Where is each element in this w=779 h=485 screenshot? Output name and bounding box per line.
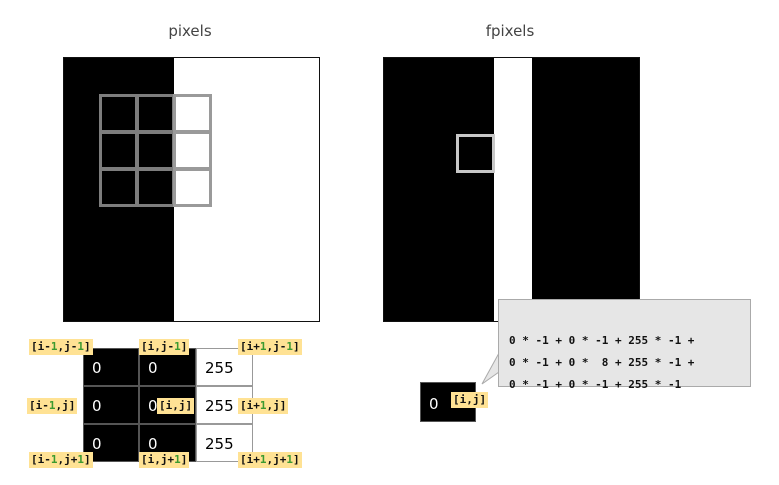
label-number: 1 xyxy=(50,453,58,466)
label-mid-left: [i-1,j] xyxy=(27,398,78,414)
label-number: 1 xyxy=(174,340,181,353)
kernel-cell xyxy=(99,131,138,170)
kernel-cell xyxy=(136,94,175,133)
kernel-cell xyxy=(136,168,175,207)
label-text: [i+ xyxy=(240,340,260,353)
label-number: 1 xyxy=(77,340,84,353)
equation-line: 0 * -1 + 0 * 8 + 255 * -1 + xyxy=(509,356,695,369)
label-text: ] xyxy=(84,340,91,353)
label-number: 1 xyxy=(50,340,58,353)
label-number: 1 xyxy=(259,399,267,412)
label-text: [i- xyxy=(29,399,49,412)
pixels-image xyxy=(63,57,320,322)
kernel-cell xyxy=(99,94,138,133)
label-text: ] xyxy=(293,453,300,466)
label-text: ,j- xyxy=(57,340,78,353)
label-text: ,j] xyxy=(55,399,76,412)
label-bottom-left: [i-1,j+1] xyxy=(29,452,93,468)
label-text: ] xyxy=(293,340,300,353)
grid-cell: 255 xyxy=(196,348,253,386)
label-number: 1 xyxy=(259,340,267,353)
label-number: 1 xyxy=(286,340,293,353)
label-text: [i+ xyxy=(240,399,260,412)
computation-callout: 0 * -1 + 0 * -1 + 255 * -1 + 0 * -1 + 0 *… xyxy=(498,299,751,391)
label-top-mid: [i,j-1] xyxy=(139,339,190,355)
black-region xyxy=(64,58,174,321)
label-text: [i- xyxy=(31,453,51,466)
label-text: ] xyxy=(180,453,188,466)
label-top-right: [i+1,j-1] xyxy=(238,339,302,355)
output-pixel-label: [i,j] xyxy=(451,392,489,408)
label-text: [i,j- xyxy=(141,340,175,353)
kernel-cell xyxy=(173,94,212,133)
label-number: 1 xyxy=(77,453,84,466)
output-pixel-highlight xyxy=(456,134,495,173)
label-text: ] xyxy=(180,340,188,353)
kernel-cell xyxy=(173,131,212,170)
black-region-right xyxy=(532,58,639,321)
fpixels-title: fpixels xyxy=(485,22,535,40)
label-text: [i,j+ xyxy=(141,453,175,466)
callout-pointer-seam xyxy=(499,355,502,377)
label-number: 1 xyxy=(48,399,56,412)
kernel-cell xyxy=(136,131,175,170)
label-bottom-mid: [i,j+1] xyxy=(139,452,190,468)
label-text: ,j+ xyxy=(57,453,78,466)
fpixels-image xyxy=(383,57,640,322)
black-region-left xyxy=(384,58,494,321)
label-text: ,j] xyxy=(266,399,287,412)
label-top-left: [i-1,j-1] xyxy=(29,339,93,355)
grid-cell: 0 xyxy=(83,386,139,424)
pixels-title: pixels xyxy=(168,22,212,40)
equation-line: 0 * -1 + 0 * -1 + 255 * -1 + xyxy=(509,334,695,347)
label-bottom-right: [i+1,j+1] xyxy=(238,452,302,468)
label-number: 1 xyxy=(286,453,293,466)
equation-line: 0 * -1 + 0 * -1 + 255 * -1 xyxy=(509,378,682,391)
label-center: [i,j] xyxy=(157,398,195,414)
label-mid-right: [i+1,j] xyxy=(238,398,289,414)
label-text: ,j+ xyxy=(266,453,287,466)
label-number: 1 xyxy=(259,453,267,466)
label-text: [i- xyxy=(31,340,51,353)
label-text: ] xyxy=(84,453,91,466)
label-number: 1 xyxy=(174,453,181,466)
kernel-cell xyxy=(99,168,138,207)
label-text: [i+ xyxy=(240,453,260,466)
kernel-cell xyxy=(173,168,212,207)
label-text: ,j- xyxy=(266,340,287,353)
